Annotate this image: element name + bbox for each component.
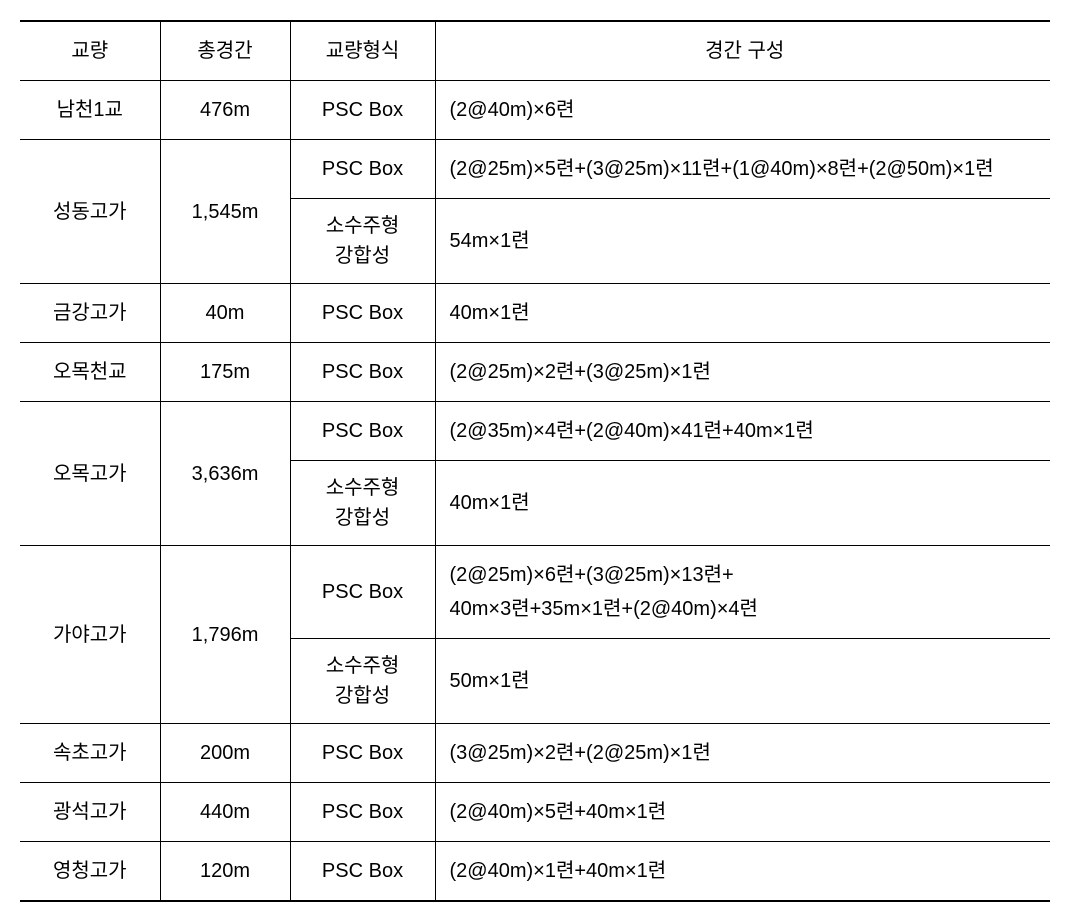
cell-bridge-type: PSC Box [290,343,435,402]
cell-total-span: 3,636m [160,402,290,546]
bridge-table: 교량 총경간 교량형식 경간 구성 남천1교476mPSC Box(2@40m)… [20,20,1050,902]
cell-bridge-type: 소수주형강합성 [290,639,435,724]
cell-span-composition: 54m×1련 [435,199,1050,284]
cell-span-composition: 40m×1련 [435,284,1050,343]
cell-bridge-type: PSC Box [290,842,435,902]
cell-span-composition: (2@40m)×6련 [435,81,1050,140]
cell-span-composition: (2@25m)×5련+(3@25m)×11련+(1@40m)×8련+(2@50m… [435,140,1050,199]
table-row: 광석고가440mPSC Box(2@40m)×5련+40m×1련 [20,783,1050,842]
cell-bridge: 영청고가 [20,842,160,902]
cell-bridge-type: PSC Box [290,783,435,842]
cell-total-span: 476m [160,81,290,140]
cell-span-composition: (2@40m)×5련+40m×1련 [435,783,1050,842]
cell-total-span: 1,796m [160,546,290,724]
cell-bridge: 가야고가 [20,546,160,724]
cell-bridge-type: 소수주형강합성 [290,461,435,546]
header-total-span: 총경간 [160,21,290,81]
cell-bridge: 오목고가 [20,402,160,546]
cell-bridge-type: PSC Box [290,724,435,783]
cell-bridge: 오목천교 [20,343,160,402]
cell-bridge: 남천1교 [20,81,160,140]
cell-bridge-type: PSC Box [290,140,435,199]
cell-span-composition: (2@35m)×4련+(2@40m)×41련+40m×1련 [435,402,1050,461]
table-row: 성동고가1,545mPSC Box(2@25m)×5련+(3@25m)×11련+… [20,140,1050,199]
cell-bridge: 광석고가 [20,783,160,842]
cell-span-composition: 50m×1련 [435,639,1050,724]
cell-span-composition: (3@25m)×2련+(2@25m)×1련 [435,724,1050,783]
table-row: 오목천교175mPSC Box(2@25m)×2련+(3@25m)×1련 [20,343,1050,402]
table-row: 속초고가200mPSC Box(3@25m)×2련+(2@25m)×1련 [20,724,1050,783]
table-header: 교량 총경간 교량형식 경간 구성 [20,21,1050,81]
cell-bridge-type: PSC Box [290,546,435,639]
header-bridge-type: 교량형식 [290,21,435,81]
table-body: 남천1교476mPSC Box(2@40m)×6련성동고가1,545mPSC B… [20,81,1050,902]
cell-total-span: 120m [160,842,290,902]
table-row: 가야고가1,796mPSC Box(2@25m)×6련+(3@25m)×13련+… [20,546,1050,639]
cell-bridge: 금강고가 [20,284,160,343]
cell-total-span: 440m [160,783,290,842]
table-row: 오목고가3,636mPSC Box(2@35m)×4련+(2@40m)×41련+… [20,402,1050,461]
table-row: 영청고가120mPSC Box(2@40m)×1련+40m×1련 [20,842,1050,902]
header-bridge: 교량 [20,21,160,81]
cell-bridge-type: 소수주형강합성 [290,199,435,284]
cell-bridge-type: PSC Box [290,402,435,461]
table-row: 금강고가40mPSC Box40m×1련 [20,284,1050,343]
cell-total-span: 175m [160,343,290,402]
cell-bridge-type: PSC Box [290,81,435,140]
cell-bridge-type: PSC Box [290,284,435,343]
cell-span-composition: (2@40m)×1련+40m×1련 [435,842,1050,902]
cell-total-span: 200m [160,724,290,783]
cell-total-span: 40m [160,284,290,343]
header-span-composition: 경간 구성 [435,21,1050,81]
cell-span-composition: (2@25m)×6련+(3@25m)×13련+40m×3련+35m×1련+(2@… [435,546,1050,639]
cell-total-span: 1,545m [160,140,290,284]
cell-bridge: 성동고가 [20,140,160,284]
cell-span-composition: (2@25m)×2련+(3@25m)×1련 [435,343,1050,402]
cell-span-composition: 40m×1련 [435,461,1050,546]
cell-bridge: 속초고가 [20,724,160,783]
table-row: 남천1교476mPSC Box(2@40m)×6련 [20,81,1050,140]
